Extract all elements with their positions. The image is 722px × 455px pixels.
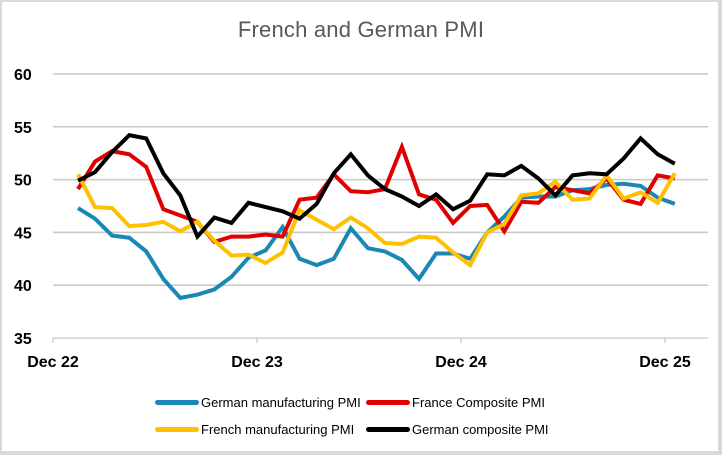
legend-swatch <box>155 427 199 432</box>
legend-label: German composite PMI <box>412 422 549 437</box>
legend-row-1: German manufacturing PMI France Composit… <box>155 395 545 410</box>
x-tick-label: Dec 22 <box>27 354 79 371</box>
y-tick-label: 35 <box>14 331 32 348</box>
series-line-french-manufacturing-pmi[interactable] <box>76 172 677 269</box>
y-tick-label: 60 <box>14 67 32 84</box>
x-tick-label: Dec 25 <box>639 354 691 371</box>
legend-label: France Composite PMI <box>412 395 545 410</box>
y-axis-ticks: 60 55 50 45 40 35 <box>14 67 32 348</box>
chart-title: French and German PMI <box>237 17 485 42</box>
legend-item-german-composite[interactable]: German composite PMI <box>366 422 549 437</box>
legend-swatch <box>366 400 410 405</box>
legend-label: French manufacturing PMI <box>201 422 355 437</box>
y-tick-label: 50 <box>14 173 32 190</box>
legend-item-french-manufacturing[interactable]: French manufacturing PMI <box>155 422 366 437</box>
series-lines <box>76 133 677 301</box>
x-axis: Dec 22 Dec 23 Dec 24 Dec 25 <box>27 337 708 371</box>
y-tick-label: 40 <box>14 278 32 295</box>
chart-frame <box>2 2 718 451</box>
series-line-german-manufacturing-pmi[interactable] <box>76 181 676 301</box>
legend-item-france-composite[interactable]: France Composite PMI <box>366 395 545 410</box>
y-tick-label: 45 <box>14 225 32 242</box>
x-tick-label: Dec 24 <box>435 354 487 371</box>
legend-swatch <box>155 400 199 405</box>
gridlines <box>53 73 708 286</box>
y-tick-label: 55 <box>14 120 32 137</box>
legend-row-2: French manufacturing PMI German composit… <box>155 422 549 437</box>
series-line-france-composite-pmi[interactable] <box>76 141 676 245</box>
legend-label: German manufacturing PMI <box>201 395 361 410</box>
series-line-german-composite-pmi[interactable] <box>77 133 676 241</box>
x-tick-label: Dec 23 <box>231 354 283 371</box>
legend-item-german-manufacturing[interactable]: German manufacturing PMI <box>155 395 366 410</box>
legend-swatch <box>366 427 410 432</box>
